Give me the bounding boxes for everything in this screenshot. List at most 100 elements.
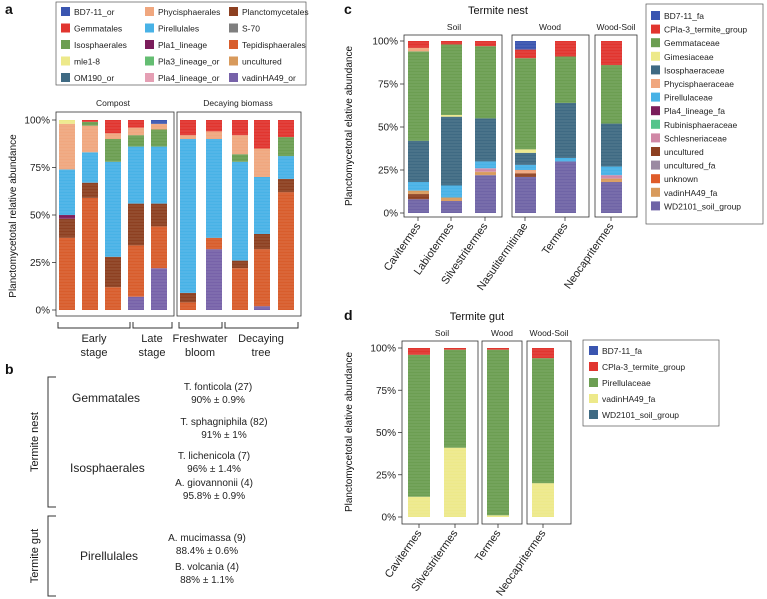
bar-segment xyxy=(180,302,196,310)
legend-swatch-planctomycetales xyxy=(229,7,238,16)
bar-segment xyxy=(59,218,75,238)
bar-segment xyxy=(475,175,496,213)
bar-segment xyxy=(515,176,536,213)
bar-segment xyxy=(82,182,98,198)
panel-d-title: Termite gut xyxy=(450,311,504,323)
bar-segment xyxy=(408,354,430,497)
bar xyxy=(601,41,622,213)
panel-c-title: Termite nest xyxy=(468,5,528,17)
panel-b-label: b xyxy=(5,361,14,377)
ytick-label: 25% xyxy=(30,258,50,269)
bar-segment xyxy=(151,123,167,130)
panel-c-legend-box xyxy=(645,3,764,225)
legend-swatch-om190-or xyxy=(61,73,70,82)
legend-label-gemmataceae: Gemmataceae xyxy=(664,38,720,48)
bar-segment xyxy=(105,139,121,162)
legend-label-schlesneriaceae: Schlesneriaceae xyxy=(664,133,727,143)
bar-segment xyxy=(601,123,622,167)
bar-segment xyxy=(254,306,270,310)
bar-segment xyxy=(475,46,496,119)
bar-segment xyxy=(441,200,462,213)
legend-swatch-bd7-11-or xyxy=(61,7,70,16)
bar-segment xyxy=(532,483,554,517)
legend-label-bd7-11-fa: BD7-11_fa xyxy=(664,11,704,21)
species-t-sphagniphila: T. sphagniphila (82) xyxy=(180,417,267,428)
species-a-mucimassa: A. mucimassa (9) xyxy=(168,533,246,544)
ytick-label: 100% xyxy=(372,37,398,48)
legend-label-unknown: unknown xyxy=(664,174,698,184)
bar-segment xyxy=(180,139,196,293)
legend-label-phycisphaerales: Phycisphaerales xyxy=(158,7,220,17)
panel-c-group-woodsoil: Wood-Soil xyxy=(596,22,635,32)
bar-segment xyxy=(82,121,98,126)
panel-c-bars xyxy=(408,41,622,213)
bar xyxy=(206,120,222,310)
panel-a-label: a xyxy=(5,1,13,17)
bar-segment xyxy=(475,118,496,162)
bar xyxy=(278,120,294,310)
legend-swatch-vadinha49-fa xyxy=(589,394,598,403)
bar xyxy=(515,41,536,213)
bar-segment xyxy=(232,161,248,261)
bar-segment xyxy=(254,120,270,149)
bar-segment xyxy=(408,199,429,213)
bar-segment xyxy=(254,234,270,250)
legend-swatch-bd7-11-fa xyxy=(651,11,660,20)
value-t-fonticola: 90% ± 0.9% xyxy=(191,395,245,406)
legend-swatch-pla4-lineage-or xyxy=(145,73,154,82)
legend-swatch-uncultured xyxy=(651,147,660,156)
bar-segment xyxy=(151,268,167,310)
legend-swatch-cpla-3-termite-group xyxy=(589,362,598,371)
panel-c-group-wood: Wood xyxy=(539,22,561,32)
legend-label-om190-or: OM190_or xyxy=(74,73,114,83)
legend-label-pla1-lineage: Pla1_lineage xyxy=(158,40,207,50)
bar-segment xyxy=(475,171,496,176)
panel-a-group-decaying: Decaying biomass xyxy=(203,98,272,108)
bar xyxy=(444,348,466,517)
legend-swatch-s-70 xyxy=(229,23,238,33)
bar-segment xyxy=(206,237,222,250)
bar-segment xyxy=(151,146,167,204)
legend-label-vadinha49-fa: vadinHA49_fa xyxy=(602,394,656,404)
bar-segment xyxy=(128,127,144,136)
panel-d-legend: BD7-11_fa CPla-3_termite_group Pirellulace… xyxy=(589,346,685,420)
panel-a-stage-brackets xyxy=(57,322,299,329)
bar xyxy=(555,41,576,213)
bar-segment xyxy=(82,120,98,122)
bar-segment xyxy=(128,245,144,297)
bar-segment xyxy=(180,135,196,139)
panel-c-yaxis: 0% 25% 50% 75% 100% xyxy=(372,37,404,220)
bar-segment xyxy=(555,161,576,213)
value-a-giovannonii: 95.8% ± 0.9% xyxy=(183,491,245,502)
bar xyxy=(59,120,75,310)
bar-segment xyxy=(408,194,429,200)
order-isosphaerales: Isosphaerales xyxy=(70,461,145,475)
bar xyxy=(151,120,167,310)
bar xyxy=(408,348,430,517)
bar-segment xyxy=(105,256,121,288)
species-b-volcania: B. volcania (4) xyxy=(175,562,239,573)
bar-segment xyxy=(408,47,429,52)
panel-c-group-soil: Soil xyxy=(447,22,461,32)
bar-segment xyxy=(278,156,294,179)
bar-segment xyxy=(232,135,248,155)
legend-swatch-uncultured-fa xyxy=(651,160,660,170)
bar-segment xyxy=(441,114,462,117)
bar-segment xyxy=(232,268,248,310)
bar-segment xyxy=(487,515,509,517)
value-b-volcania: 88% ± 1.1% xyxy=(180,575,234,586)
stage-decaying-2: tree xyxy=(252,347,271,359)
legend-label-isosphaerales: Isosphaerales xyxy=(74,40,127,50)
bar-segment xyxy=(475,41,496,47)
bar-segment xyxy=(59,123,75,170)
bar-segment xyxy=(206,139,222,238)
ytick-label: 25% xyxy=(376,470,396,481)
bar-segment xyxy=(206,249,222,310)
bar-segment xyxy=(601,41,622,66)
legend-swatch-pirellulales xyxy=(145,23,154,33)
legend-swatch-unknown xyxy=(651,174,660,184)
bar-segment xyxy=(232,154,248,162)
bar-segment xyxy=(532,348,554,359)
legend-swatch-pla3-lineage-or xyxy=(145,56,154,66)
